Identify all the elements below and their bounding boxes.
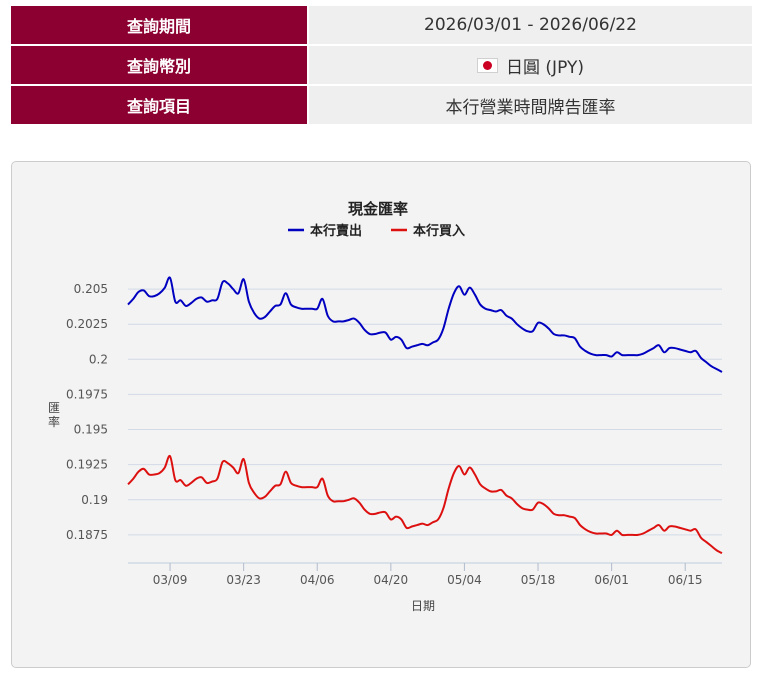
y-tick-label: 0.2025 (66, 317, 108, 331)
query-currency-value: 日圓 (JPY) (506, 57, 584, 78)
x-tick-label: 03/09 (153, 573, 188, 587)
y-axis-label-char-1: 匯 (48, 401, 60, 415)
x-tick-label: 06/01 (594, 573, 629, 587)
query-period-label: 查詢期間 (11, 6, 307, 44)
query-item-label: 查詢項目 (11, 86, 307, 124)
series-lines (127, 276, 723, 555)
legend-label-sell: 本行賣出 (310, 223, 362, 239)
series-line-sell[interactable] (127, 276, 723, 373)
query-period-row: 查詢期間 2026/03/01 - 2026/06/22 (11, 6, 752, 44)
query-item-value: 本行營業時間牌告匯率 (309, 86, 752, 124)
query-period-value: 2026/03/01 - 2026/06/22 (309, 6, 752, 44)
y-tick-label: 0.195 (74, 423, 108, 437)
chart-panel: 現金匯率 本行賣出 本行買入 0.1875 0.19 0.1925 0.195 0.19… (11, 161, 751, 668)
grid (128, 288, 722, 564)
y-tick-label: 0.1925 (66, 458, 108, 472)
x-tick-label: 04/20 (374, 573, 409, 587)
query-info-table: 查詢期間 2026/03/01 - 2026/06/22 查詢幣別 日圓 (JP… (11, 6, 752, 126)
x-tick-label: 05/18 (521, 573, 556, 587)
chart-title: 現金匯率 (348, 200, 408, 218)
legend-item-sell[interactable]: 本行賣出 (288, 223, 362, 239)
x-tick-label: 03/23 (226, 573, 261, 587)
x-axis: 03/09 03/23 04/06 04/20 05/04 05/18 06/01 06/15 (153, 563, 703, 587)
query-currency-cell: 日圓 (JPY) (309, 46, 752, 84)
legend: 本行賣出 本行買入 (288, 223, 465, 239)
query-item-row: 查詢項目 本行營業時間牌告匯率 (11, 86, 752, 124)
x-tick-label: 05/04 (447, 573, 482, 587)
y-tick-label: 0.19 (81, 493, 108, 507)
legend-item-buy[interactable]: 本行買入 (391, 223, 465, 239)
exchange-rate-chart: 現金匯率 本行賣出 本行買入 0.1875 0.19 0.1925 0.195 0.19… (48, 200, 723, 613)
query-currency-row: 查詢幣別 日圓 (JPY) (11, 46, 752, 84)
y-tick-label: 0.205 (74, 282, 108, 296)
y-axis-label-char-2: 率 (48, 414, 60, 429)
x-axis-label: 日期 (411, 599, 435, 613)
y-tick-label: 0.2 (89, 352, 108, 366)
x-tick-label: 04/06 (300, 573, 335, 587)
x-tick-label: 06/15 (668, 573, 703, 587)
y-axis: 0.1875 0.19 0.1925 0.195 0.1975 0.2 0.2025 0.20… (66, 282, 108, 542)
y-tick-label: 0.1975 (66, 387, 108, 401)
japan-flag-icon (477, 57, 499, 73)
y-tick-label: 0.1875 (66, 528, 108, 542)
series-line-buy[interactable] (127, 455, 723, 555)
query-currency-label: 查詢幣別 (11, 46, 307, 84)
legend-label-buy: 本行買入 (413, 223, 465, 239)
